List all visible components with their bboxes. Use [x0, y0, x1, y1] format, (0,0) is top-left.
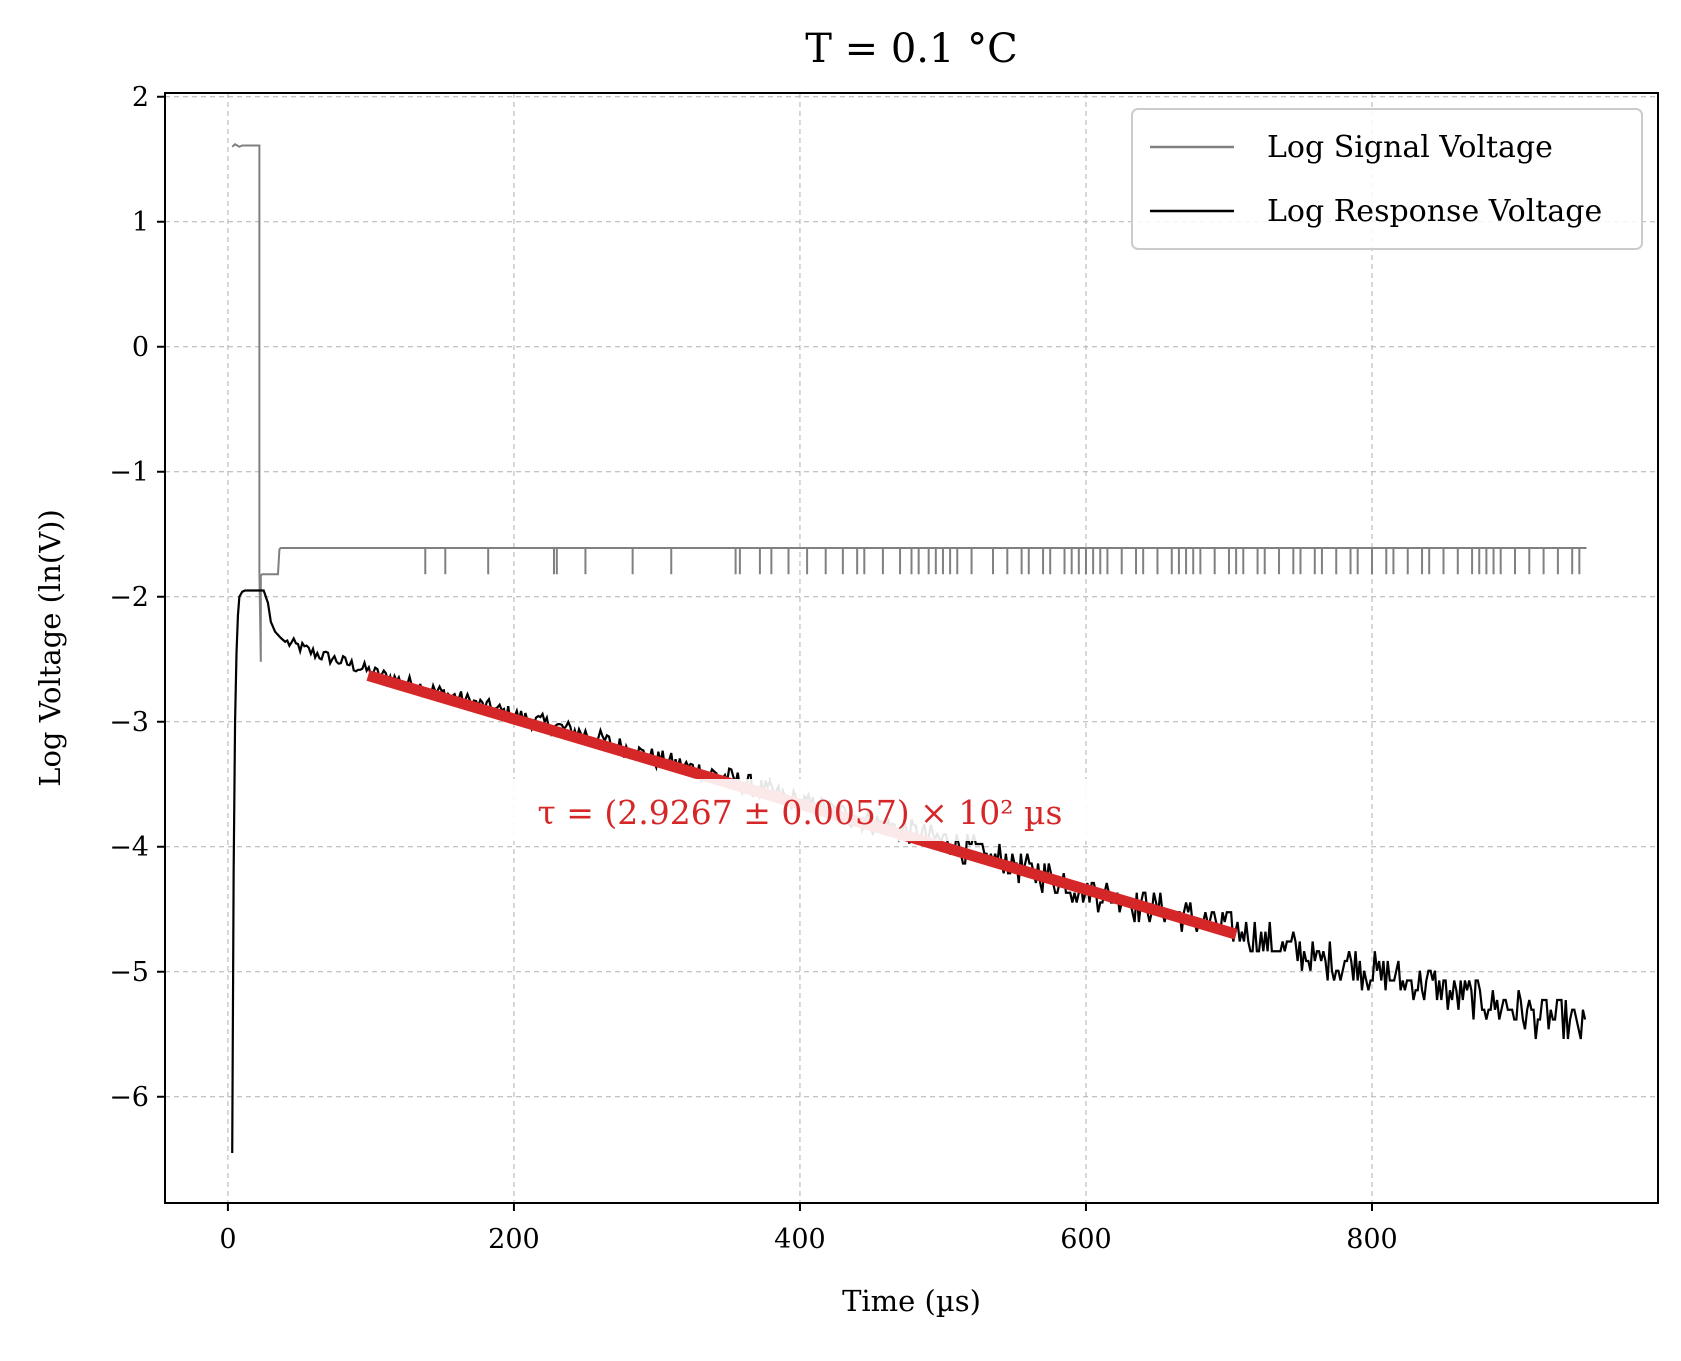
- y-tick-label: 2: [132, 82, 149, 113]
- series-log-signal-voltage: [231, 143, 1587, 662]
- annotation-background: [474, 779, 1125, 841]
- chart-title: T = 0.1 °C: [805, 26, 1018, 72]
- x-tick-label: 600: [1060, 1224, 1112, 1255]
- legend-label-log-response-voltage: Log Response Voltage: [1267, 194, 1602, 229]
- x-tick-label: 0: [219, 1224, 236, 1255]
- y-tick-label: −4: [109, 832, 149, 863]
- signal-line: [231, 143, 1587, 662]
- annotation-layer: τ = (2.9267 ± 0.0057) × 10² µs: [474, 779, 1125, 841]
- y-axis-label: Log Voltage (ln(V)): [33, 509, 67, 787]
- legend: Log Signal Voltage Log Response Voltage: [1131, 108, 1643, 250]
- y-tick-label: −1: [109, 457, 149, 488]
- y-tick-label: 1: [132, 207, 149, 238]
- y-tick-label: 0: [132, 332, 149, 363]
- y-tick-label: −6: [109, 1082, 149, 1113]
- y-tick-label: −5: [109, 957, 149, 988]
- x-axis-label: Time (µs): [842, 1284, 981, 1318]
- y-tick-label: −3: [109, 707, 149, 738]
- fit-annotation: τ = (2.9267 ± 0.0057) × 10² µs: [537, 793, 1062, 832]
- legend-box: [1131, 108, 1643, 250]
- y-tick-label: −2: [109, 582, 149, 613]
- legend-label-log-signal-voltage: Log Signal Voltage: [1267, 130, 1553, 165]
- x-tick-label: 800: [1346, 1224, 1398, 1255]
- axis-ticks: 0 200 400 600 800 2 1 0 −1 −2 −3 −4 −5 −6: [109, 82, 1398, 1255]
- x-tick-label: 400: [774, 1224, 826, 1255]
- x-tick-label: 200: [488, 1224, 540, 1255]
- plot-frame: [164, 92, 1659, 1204]
